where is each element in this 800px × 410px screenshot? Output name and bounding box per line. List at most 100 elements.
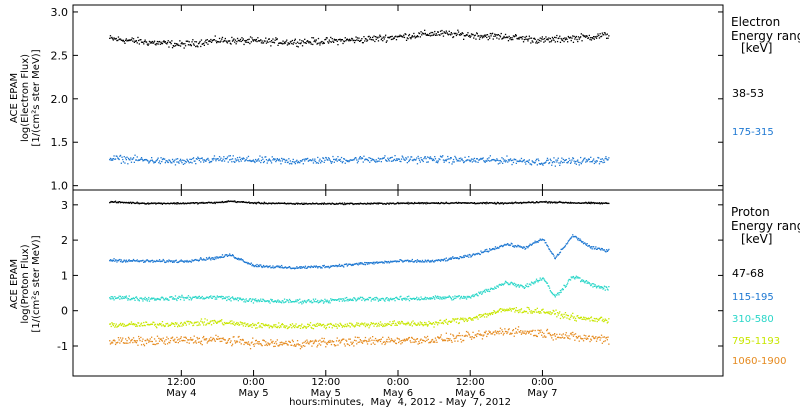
data-point	[415, 341, 417, 343]
data-point	[304, 267, 306, 269]
data-point	[565, 285, 567, 287]
data-point	[112, 159, 114, 161]
data-point	[509, 202, 512, 204]
data-point	[561, 336, 564, 338]
data-point	[548, 332, 550, 334]
data-point	[536, 201, 538, 203]
data-point	[319, 44, 321, 46]
data-point	[161, 296, 163, 298]
data-point	[114, 296, 116, 298]
data-point	[558, 294, 560, 296]
data-point	[522, 246, 525, 248]
data-point	[284, 342, 286, 344]
data-point	[189, 339, 191, 341]
data-point	[522, 330, 524, 332]
data-point	[351, 263, 354, 266]
data-point	[123, 201, 125, 204]
data-point	[587, 282, 590, 284]
data-point	[455, 257, 457, 259]
data-point	[368, 338, 370, 340]
data-point	[239, 297, 242, 299]
data-point	[135, 202, 138, 204]
data-point	[193, 296, 195, 298]
data-point	[138, 335, 140, 338]
data-point	[271, 327, 273, 329]
data-point	[151, 297, 153, 299]
data-point	[551, 252, 553, 254]
data-point	[229, 200, 231, 202]
data-point	[177, 161, 179, 163]
data-point	[310, 43, 312, 45]
data-point	[489, 312, 491, 315]
data-point	[587, 335, 590, 337]
data-point	[380, 38, 382, 41]
data-point	[286, 203, 288, 205]
data-point	[588, 34, 590, 37]
data-point	[274, 300, 276, 302]
data-point	[403, 202, 405, 204]
data-point	[121, 339, 123, 341]
data-point	[338, 265, 340, 267]
data-point	[155, 325, 157, 328]
data-point	[405, 299, 407, 301]
data-point	[320, 203, 322, 205]
data-point	[556, 316, 558, 318]
data-point	[333, 299, 335, 301]
data-point	[246, 202, 248, 204]
data-point	[465, 334, 467, 336]
data-point	[149, 338, 151, 340]
data-point	[233, 38, 235, 40]
data-point	[252, 40, 255, 42]
data-point	[120, 162, 122, 164]
data-point	[400, 160, 402, 163]
data-point	[504, 280, 507, 282]
data-point	[460, 318, 463, 320]
data-point	[299, 324, 301, 327]
data-point	[278, 345, 280, 347]
data-point	[236, 298, 238, 300]
data-point	[251, 265, 253, 267]
data-point	[226, 158, 228, 160]
data-point	[373, 299, 375, 301]
data-point	[122, 337, 124, 339]
data-point	[418, 323, 420, 325]
data-point	[447, 158, 450, 160]
data-point	[110, 260, 112, 262]
data-point	[205, 338, 208, 340]
data-point	[382, 341, 385, 343]
data-point	[588, 282, 590, 284]
data-point	[355, 157, 357, 159]
data-point	[370, 202, 372, 204]
data-point	[239, 259, 242, 261]
data-point	[514, 35, 516, 37]
data-point	[383, 299, 385, 301]
data-point	[254, 343, 256, 345]
data-point	[132, 157, 135, 159]
data-point	[346, 203, 348, 205]
data-point	[322, 341, 324, 343]
data-point	[466, 159, 468, 161]
data-point	[325, 38, 327, 41]
data-point	[589, 320, 591, 322]
data-point	[144, 296, 146, 299]
data-point	[450, 257, 452, 259]
data-point	[223, 297, 225, 300]
data-point	[294, 301, 296, 303]
data-point	[272, 340, 274, 342]
data-point	[388, 262, 390, 264]
data-point	[152, 321, 154, 323]
data-point	[528, 38, 530, 40]
data-point	[530, 164, 533, 166]
data-point	[168, 341, 170, 343]
data-point	[314, 41, 317, 43]
data-point	[387, 260, 390, 263]
data-point	[530, 244, 532, 246]
data-point	[327, 342, 329, 344]
data-point	[187, 321, 189, 323]
proton-legend-units: [keV]	[741, 232, 772, 246]
data-point	[556, 202, 558, 204]
data-point	[138, 159, 140, 161]
data-point	[606, 202, 608, 205]
data-point	[589, 340, 591, 343]
data-point	[502, 309, 504, 312]
